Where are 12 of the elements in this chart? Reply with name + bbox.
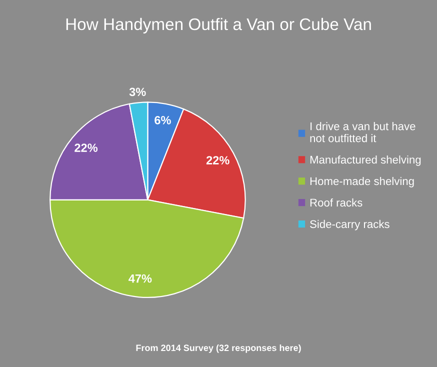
- legend-label: Manufactured shelving: [310, 155, 421, 166]
- data-label: 22%: [206, 156, 230, 164]
- legend-label: I drive a van but have not outfitted it: [310, 122, 416, 142]
- text: From 2014 Survey (32 responses here): [136, 344, 301, 353]
- data-label: 47%: [128, 274, 152, 283]
- legend-label: Home-made shelving: [310, 176, 414, 188]
- legend-label: Roof racks: [310, 198, 362, 207]
- data-label: 3%: [129, 88, 146, 96]
- data-label: 6%: [154, 116, 171, 124]
- data-label: 22%: [74, 144, 98, 152]
- chart-title: How Handymen Outfit a Van or Cube Van: [66, 18, 371, 34]
- legend-label: Side-carry racks: [310, 220, 390, 230]
